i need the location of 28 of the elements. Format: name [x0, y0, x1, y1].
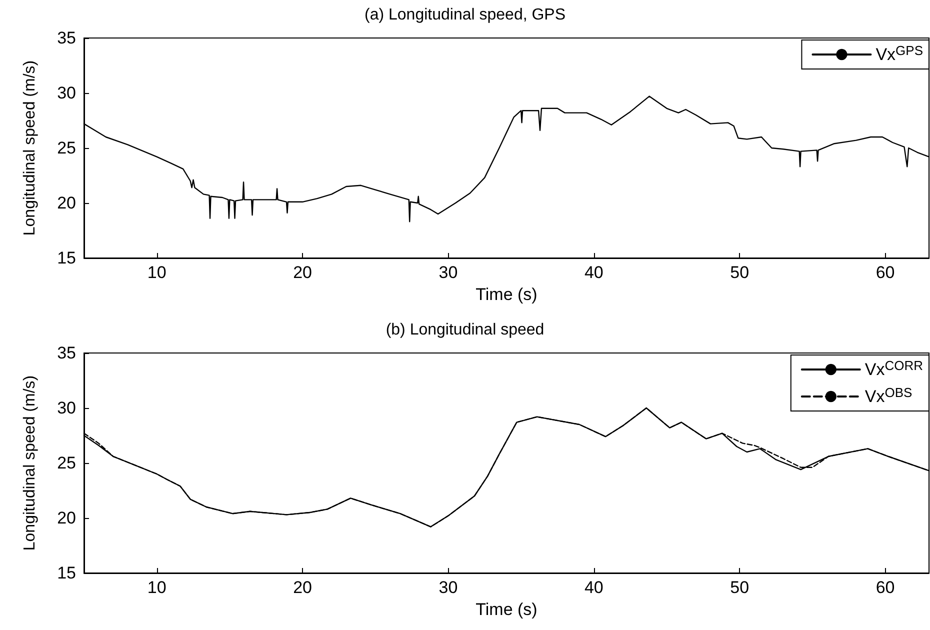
y-tick-label: 15 — [57, 564, 76, 582]
y-tick-label: 20 — [57, 194, 76, 212]
x-tick-label: 40 — [584, 578, 604, 597]
x-tick-label: 10 — [147, 578, 166, 597]
x-axis-title: Time (s) — [476, 600, 538, 619]
y-tick-label: 35 — [57, 344, 76, 362]
y-tick-label: 20 — [57, 508, 76, 528]
y-tick-label: 15 — [57, 248, 76, 268]
y-tick-label: 30 — [57, 84, 76, 102]
x-tick-label: 50 — [730, 578, 750, 597]
x-axis-title: Time (s) — [476, 284, 538, 304]
y-tick-label: 30 — [57, 398, 76, 418]
x-tick-label: 20 — [293, 263, 312, 282]
x-tick-label: 50 — [730, 263, 750, 282]
y-axis-title: Longitudinal speed (m/s) — [22, 60, 38, 236]
y-tick-label: 25 — [57, 454, 76, 472]
x-tick-label: 60 — [876, 578, 895, 597]
x-tick-label: 30 — [438, 578, 458, 597]
chart-title: (a) Longitudinal speed, GPS — [364, 6, 566, 24]
x-tick-label: 10 — [147, 263, 166, 282]
y-axis-title: Longitudinal speed (m/s) — [22, 375, 38, 551]
chart-title: (b) Longitudinal speed — [386, 322, 544, 338]
y-tick-label: 35 — [57, 28, 76, 48]
x-tick-label: 20 — [293, 578, 312, 597]
y-tick-label: 25 — [57, 138, 76, 158]
x-tick-label: 30 — [438, 263, 458, 282]
x-tick-label: 40 — [584, 263, 604, 282]
x-tick-label: 60 — [876, 263, 895, 282]
